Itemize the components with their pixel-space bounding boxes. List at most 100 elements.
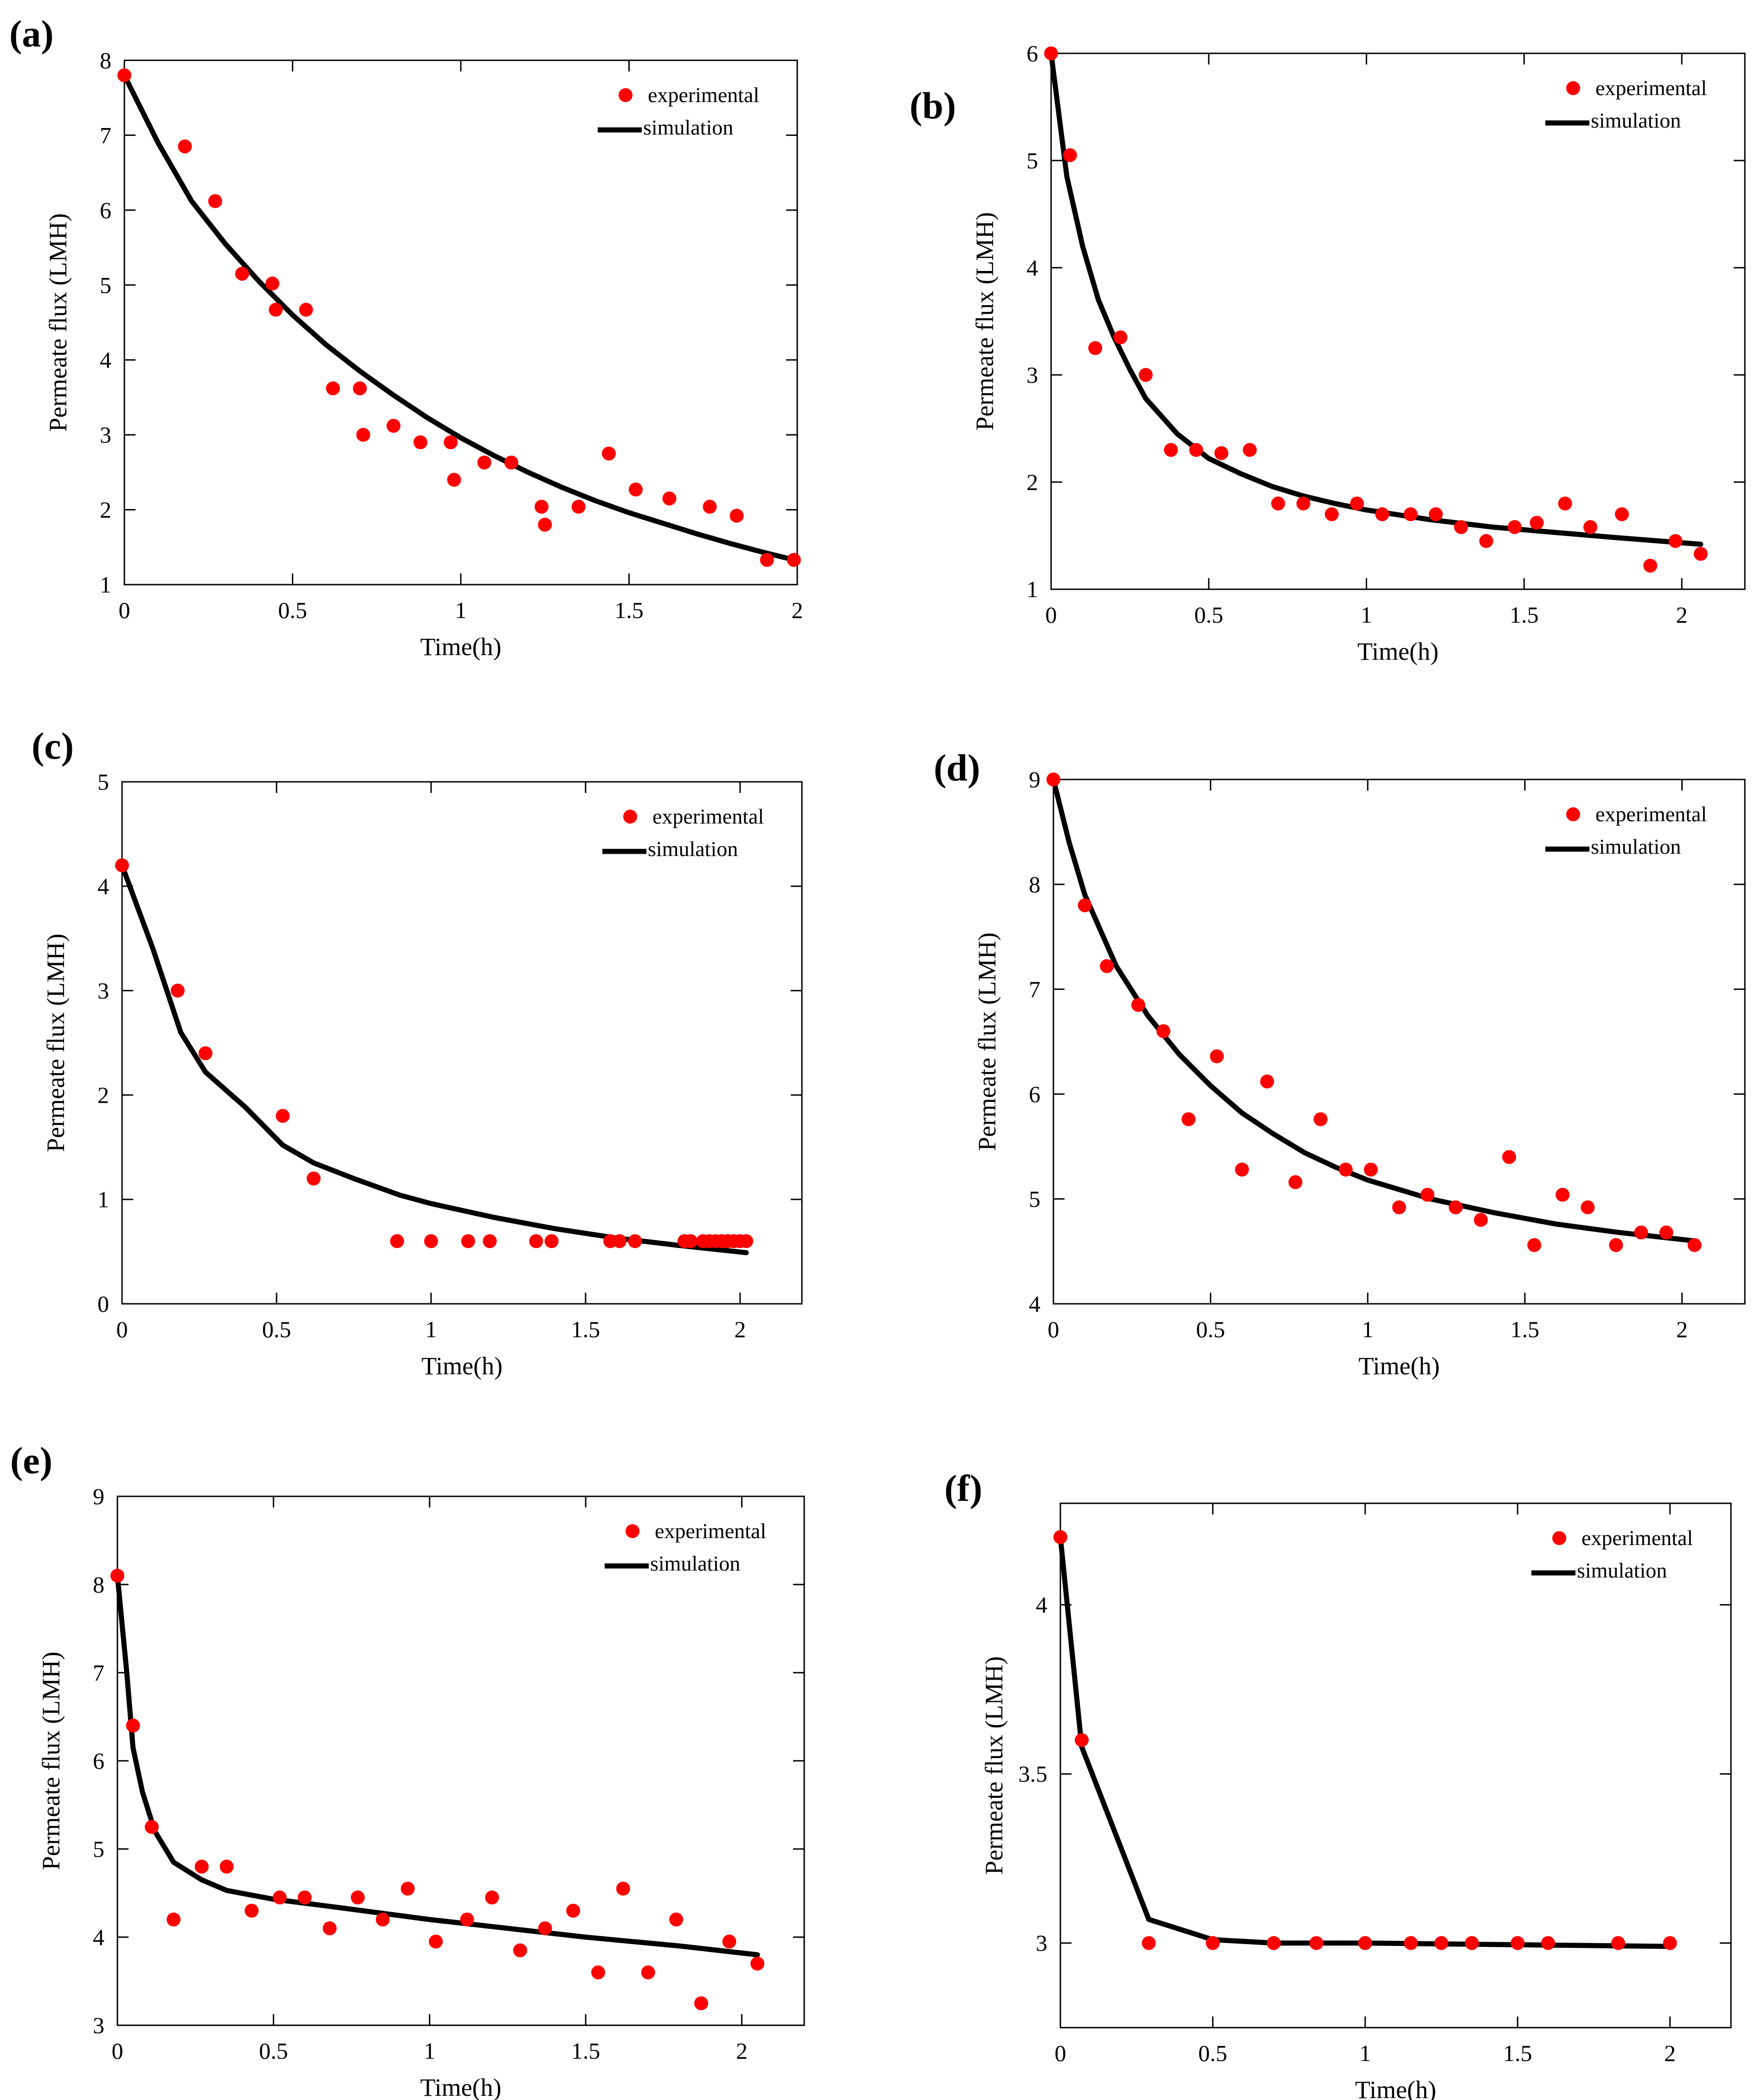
y-axis-label: Permeate flux (LMH) <box>973 933 1001 1151</box>
x-tick-label: 0 <box>1048 1316 1059 1342</box>
experimental-point <box>390 1234 404 1248</box>
y-tick-label: 9 <box>93 1483 104 1509</box>
x-tick-label: 0.5 <box>278 597 307 623</box>
y-tick-label: 3 <box>100 422 111 448</box>
experimental-point <box>1288 1175 1303 1189</box>
experimental-point <box>1558 496 1572 511</box>
y-tick-label: 3 <box>1026 362 1038 388</box>
experimental-point <box>413 435 427 450</box>
panels: (a) 0 0.5 1 1.5 2 1 2 3 4 5 6 7 8 Time(h) Permeate flux… <box>9 13 1746 2100</box>
legend-label-experimental: experimental <box>1595 802 1707 826</box>
x-tick-label: 2 <box>1676 602 1688 628</box>
simulation-line <box>1051 777 1698 1243</box>
experimental-point <box>115 858 129 872</box>
experimental-point <box>628 1234 642 1248</box>
experimental-point <box>1502 1150 1517 1164</box>
experimental-point <box>110 1569 124 1583</box>
simulation-line <box>1048 51 1704 547</box>
legend-marker-experimental <box>1566 81 1580 95</box>
experimental-point <box>1113 330 1128 345</box>
experimental-point <box>1063 148 1077 162</box>
y-tick-label: 7 <box>100 122 111 148</box>
experimental-point <box>387 419 400 433</box>
panel-label: (d) <box>934 747 980 789</box>
experimental-point <box>1338 1162 1353 1177</box>
legend-label-experimental: experimental <box>648 83 759 107</box>
x-tick-label: 1 <box>1359 2040 1371 2066</box>
experimental-point <box>178 139 192 154</box>
experimental-point <box>375 1913 390 1926</box>
experimental-point <box>529 1234 543 1248</box>
panel-label: (c) <box>32 725 74 767</box>
experimental-point <box>641 1965 655 1979</box>
x-tick-label: 1.5 <box>1511 1316 1540 1342</box>
experimental-point <box>400 1881 415 1896</box>
experimental-point <box>1659 1225 1673 1240</box>
y-axis-label: Permeate flux (LMH) <box>37 1652 65 1870</box>
panel-label: (e) <box>10 1439 52 1482</box>
experimental-point <box>306 1172 321 1185</box>
experimental-point <box>1358 1936 1372 1950</box>
experimental-point <box>662 491 677 506</box>
experimental-point <box>1693 547 1708 561</box>
experimental-point <box>1138 368 1153 382</box>
experimental-point <box>265 277 279 291</box>
experimental-point <box>198 1046 213 1060</box>
experimental-point <box>356 428 370 442</box>
experimental-point <box>1364 1162 1378 1177</box>
simulation-line <box>122 72 800 563</box>
experimental-point <box>269 303 283 317</box>
x-tick-label: 1.5 <box>614 597 644 623</box>
experimental-point <box>1687 1238 1702 1252</box>
x-tick-label: 0.5 <box>262 1316 291 1342</box>
y-tick-label: 6 <box>1026 40 1038 66</box>
legend-label-experimental: experimental <box>655 1519 766 1543</box>
experimental-point <box>1392 1200 1406 1215</box>
experimental-point <box>1527 1238 1542 1252</box>
experimental-point <box>602 446 616 461</box>
experimental-point <box>1614 507 1629 522</box>
y-tick-label: 0 <box>97 1291 109 1317</box>
x-tick-label: 0 <box>116 1316 128 1342</box>
experimental-point <box>730 509 744 523</box>
chart-panel: (e) 0 0.5 1 1.5 2 3 4 5 6 7 8 9 Time(h) Permeate flux … <box>10 1439 805 2100</box>
experimental-point <box>1266 1936 1281 1950</box>
y-tick-label: 5 <box>97 769 109 795</box>
experimental-point <box>235 267 249 281</box>
experimental-point <box>1156 1024 1171 1038</box>
panel-label: (f) <box>944 1467 982 1509</box>
y-tick-label: 8 <box>100 47 111 73</box>
experimental-point <box>444 435 458 450</box>
x-tick-label: 0 <box>112 2038 123 2064</box>
x-axis-label: Time(h) <box>420 2074 501 2100</box>
legend-marker-experimental <box>623 810 637 824</box>
experimental-point <box>1454 520 1468 535</box>
experimental-point <box>616 1881 630 1896</box>
experimental-point <box>1044 46 1058 60</box>
experimental-point <box>1164 443 1178 457</box>
experimental-point <box>299 303 313 317</box>
experimental-point <box>750 1957 765 1971</box>
y-tick-label: 5 <box>93 1836 104 1862</box>
legend-marker-experimental <box>626 1524 639 1538</box>
x-tick-label: 2 <box>1664 2040 1676 2066</box>
experimental-point <box>1448 1200 1463 1215</box>
legend-marker-experimental <box>619 88 633 102</box>
experimental-point <box>1210 1049 1224 1063</box>
x-tick-label: 1.5 <box>571 2038 600 2064</box>
legend-label-simulation: simulation <box>650 1552 740 1575</box>
experimental-point <box>1078 898 1092 913</box>
x-tick-label: 2 <box>1676 1316 1688 1342</box>
x-tick-label: 1 <box>425 1316 437 1342</box>
experimental-point <box>483 1234 497 1248</box>
experimental-point <box>220 1860 234 1874</box>
y-tick-label: 5 <box>1026 148 1038 174</box>
experimental-point <box>1611 1936 1625 1950</box>
experimental-point <box>1479 534 1493 548</box>
experimental-point <box>1465 1936 1479 1950</box>
y-tick-label: 4 <box>1029 1291 1040 1317</box>
chart-panel: (c) 0 0.5 1 1.5 2 0 1 2 3 4 5 Time(h) Permeate flux (… <box>32 725 803 1380</box>
experimental-point <box>504 455 518 470</box>
y-tick-label: 6 <box>93 1748 104 1774</box>
